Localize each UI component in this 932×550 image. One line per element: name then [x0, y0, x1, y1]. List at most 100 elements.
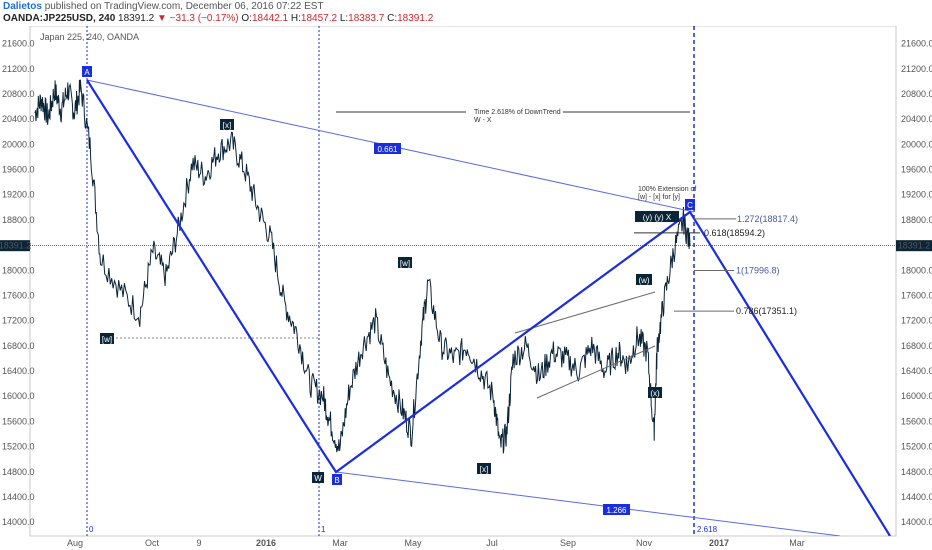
open-value: 18442.1	[251, 13, 289, 24]
fib-1272-label: 1.272(18817.4)	[737, 214, 798, 224]
ohlc-line: OANDA:JP225USD, 240 18391.2 ▼ −31.3 (−0.…	[3, 13, 433, 25]
wave-b-label: B	[334, 476, 339, 485]
right-y-tick: 16800.0	[901, 341, 932, 351]
right-price-badge-text: 18391.2	[898, 241, 931, 251]
right-y-tick: 19600.0	[901, 165, 932, 175]
right-y-tick: 14000.0	[901, 517, 932, 527]
left-y-tick: 17200.0	[2, 316, 35, 326]
time-label-2618: 2.618	[697, 525, 718, 534]
wave-w1-label: [w]	[102, 335, 112, 344]
left-y-tick: 19600.0	[2, 165, 35, 175]
ext-note-1: 100% Extension of	[638, 186, 696, 193]
right-y-tick: 15200.0	[901, 442, 932, 452]
ratio-1266: 1.266	[606, 506, 627, 515]
wave-x3-badge	[648, 387, 662, 398]
wave-c-badge	[685, 199, 695, 210]
x-tick: Mar	[332, 538, 348, 548]
right-y-tick: 20400.0	[901, 114, 932, 124]
left-y-tick: 14800.0	[2, 467, 35, 477]
left-y-tick: 18800.0	[2, 215, 35, 225]
left-y-tick: 20800.0	[2, 89, 35, 99]
high-value: 18457.2	[300, 13, 338, 24]
left-y-tick: 14400.0	[2, 492, 35, 502]
author-link[interactable]: Dalietos	[3, 1, 42, 12]
open-label: O:	[241, 13, 252, 24]
x-tick: Jul	[486, 538, 498, 548]
wave-b-badge	[332, 474, 342, 485]
right-y-tick: 16400.0	[901, 366, 932, 376]
wave-c-label: C	[687, 201, 693, 210]
low-label: L:	[339, 13, 349, 24]
x-tick: Nov	[636, 538, 653, 548]
close-label: C:	[387, 13, 398, 24]
right-y-tick: 20800.0	[901, 89, 932, 99]
x-tick: Oct	[145, 538, 160, 548]
left-y-tick: 16000.0	[2, 391, 35, 401]
wave-b-c-line	[318, 210, 891, 536]
left-y-tick: 20400.0	[2, 114, 35, 124]
wave-x2-label: [x]	[480, 465, 488, 474]
wave-w1-badge	[100, 333, 114, 344]
right-y-tick: 21600.0	[901, 39, 932, 49]
low-value: 18383.7	[348, 13, 385, 24]
x-tick: 2017	[709, 538, 729, 548]
left-y-tick: 19200.0	[2, 190, 35, 200]
left-y-tick: 16400.0	[2, 366, 35, 376]
wave-a-label: A	[84, 68, 90, 77]
wave-w3-badge	[636, 274, 652, 285]
ratio-0661: 0.661	[377, 145, 398, 154]
x-tick: May	[404, 538, 422, 548]
x-tick: Aug	[67, 538, 83, 548]
price-chart[interactable]: 21600.0 21200.0 20800.0 20400.0 20000.0 19600…	[0, 26, 932, 550]
time-label-0: 0	[89, 525, 94, 534]
chart-header: Dalietos published on TradingView.com, D…	[0, 0, 932, 26]
wave-x1-label: [x]	[223, 121, 231, 130]
left-y-tick: 21600.0	[2, 39, 35, 49]
right-y-tick: 20000.0	[901, 139, 932, 149]
wave-w2-badge	[398, 257, 412, 268]
wave-y-label: (y) (y) X	[643, 213, 672, 222]
high-label: H:	[290, 13, 301, 24]
publish-line: Dalietos published on TradingView.com, D…	[3, 1, 324, 13]
instrument-label: Japan 225, 240, OANDA	[40, 32, 139, 42]
right-price-axis[interactable]: 21600.0 21200.0 20800.0 20400.0 20000.0 19600…	[901, 39, 932, 528]
right-y-tick: 17200.0	[901, 316, 932, 326]
x-tick: 9	[196, 538, 201, 548]
left-price-axis[interactable]: 21600.0 21200.0 20800.0 20400.0 20000.0 19600…	[2, 39, 35, 528]
wave-x2-badge	[477, 463, 491, 474]
time-axis[interactable]: Aug Oct 9 2016 Mar May Jul Sep Nov 2017 Mar	[67, 538, 805, 548]
left-y-tick: 15600.0	[2, 416, 35, 426]
left-y-tick: 18000.0	[2, 265, 35, 275]
x-tick: Sep	[560, 538, 576, 548]
wave-x1-badge	[220, 119, 234, 130]
ratio-badge-0661	[374, 143, 401, 154]
left-price-badge-text: 18391.2	[0, 241, 31, 251]
x-tick: Mar	[789, 538, 805, 548]
lower-channel-line	[335, 471, 841, 536]
change-value: −31.3 (−0.17%)	[169, 13, 239, 24]
plot-area[interactable]	[29, 26, 897, 537]
right-y-tick: 14400.0	[901, 492, 932, 502]
publish-info: published on TradingView.com, December 0…	[44, 1, 324, 12]
left-y-tick: 16800.0	[2, 341, 35, 351]
ratio-badge-1266	[603, 504, 630, 515]
symbol-label: OANDA:JP225USD, 240	[3, 13, 116, 24]
right-y-tick: 21200.0	[901, 64, 932, 74]
time-note-1: Time 2.618% of DownTrend	[474, 109, 561, 116]
right-y-tick: 17600.0	[901, 290, 932, 300]
wedge-upper-line	[514, 291, 656, 334]
fib-0618-label: 0.618(18594.2)	[704, 228, 765, 238]
time-label-1: 1	[321, 525, 326, 534]
down-arrow-icon: ▼	[156, 13, 167, 24]
right-y-tick: 14800.0	[901, 467, 932, 477]
wave-w-label: W	[314, 474, 322, 483]
close-value: 18391.2	[397, 13, 434, 24]
right-y-tick: 18000.0	[901, 265, 932, 275]
wave-x3-label: (x)	[650, 389, 660, 398]
wave-y-badge	[635, 211, 679, 222]
fib-1-label: 1(17996.8)	[736, 265, 780, 275]
wedge-lower-line	[536, 345, 656, 399]
left-y-tick: 15200.0	[2, 442, 35, 452]
x-tick: 2016	[256, 538, 276, 548]
left-y-tick: 17600.0	[2, 290, 35, 300]
